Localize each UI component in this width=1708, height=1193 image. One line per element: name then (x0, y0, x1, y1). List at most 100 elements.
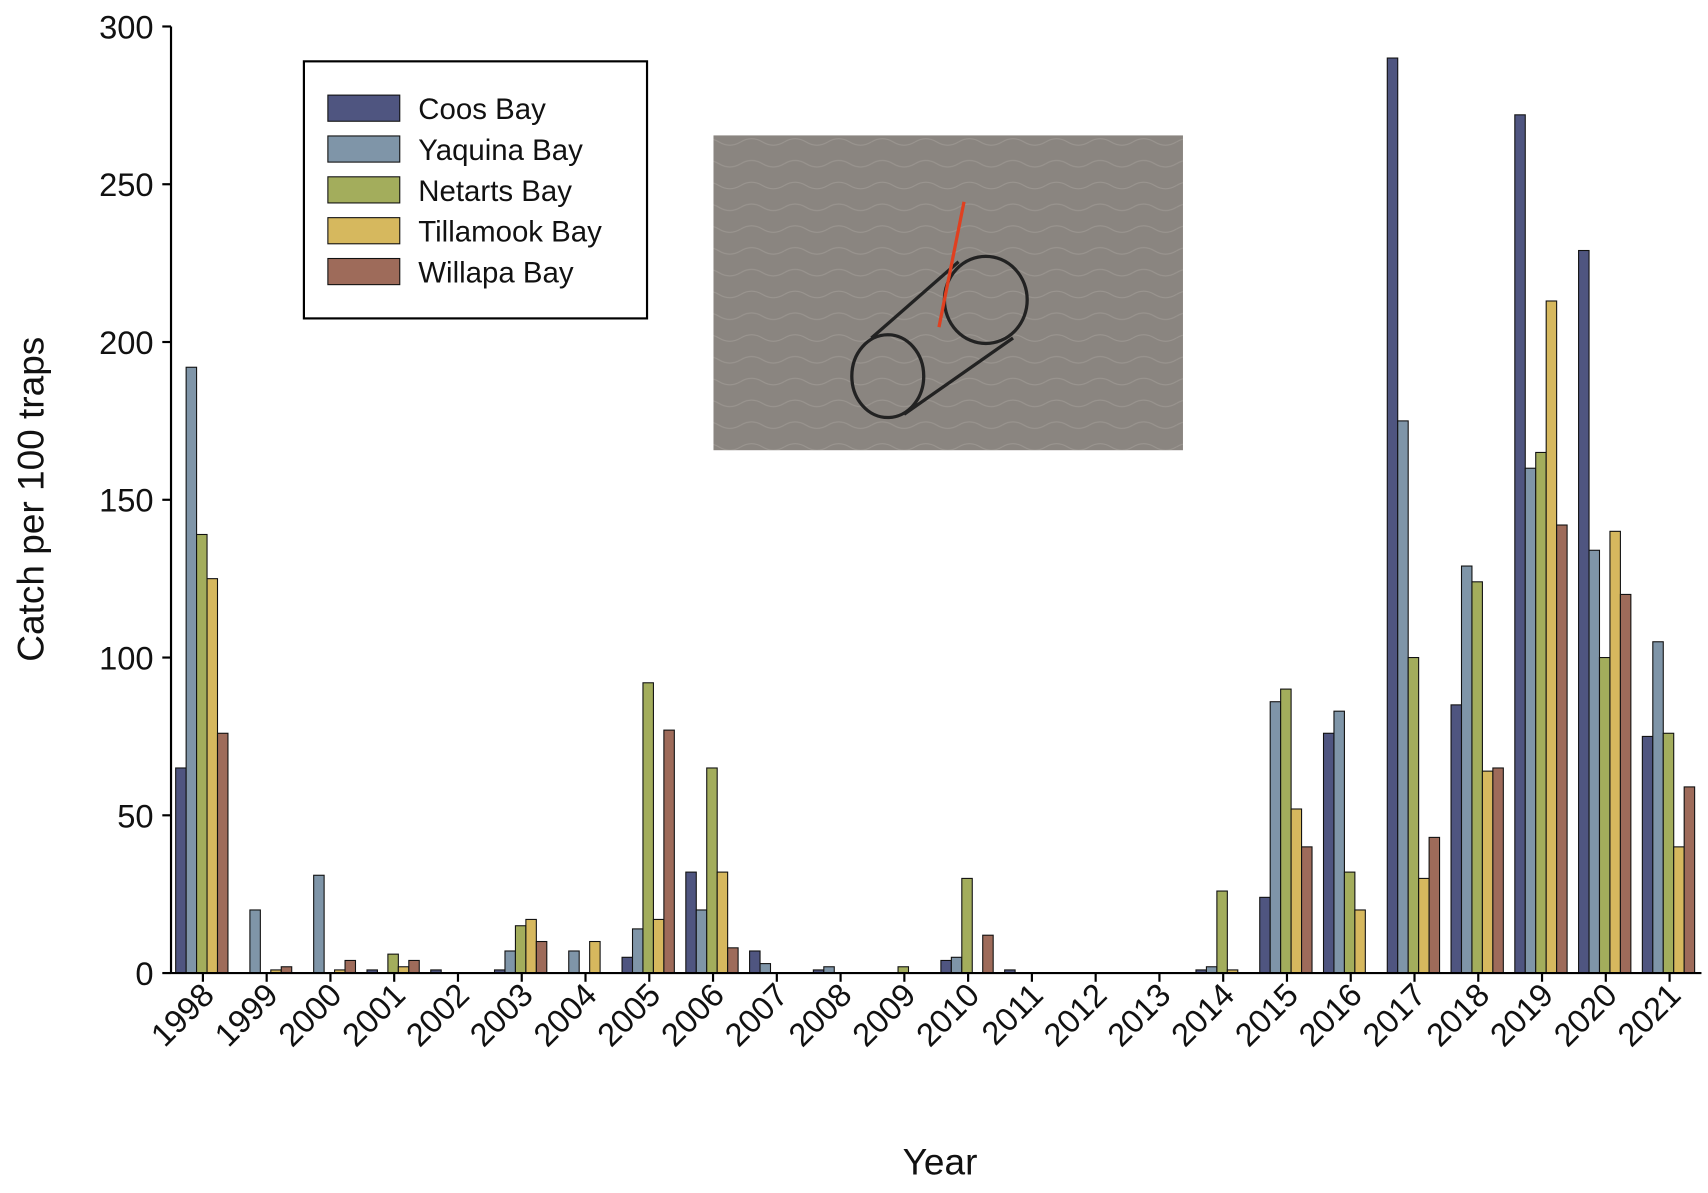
bar (590, 942, 600, 974)
x-tick-label: 2001 (335, 976, 413, 1054)
bar (1217, 891, 1227, 973)
legend-label: Tillamook Bay (418, 216, 602, 249)
bar (176, 768, 186, 973)
bar (197, 534, 207, 973)
bar (633, 929, 643, 973)
bar (962, 878, 972, 973)
bar (1674, 847, 1684, 973)
bar (505, 951, 515, 973)
bar (643, 683, 653, 973)
bar (1260, 897, 1270, 973)
bar (1653, 642, 1663, 973)
legend-swatch (328, 95, 400, 121)
bar (1355, 910, 1365, 973)
bar (696, 910, 706, 973)
x-tick-label: 2018 (1419, 976, 1497, 1054)
bar (345, 960, 355, 973)
bar (1663, 733, 1673, 973)
x-tick-label: 2005 (590, 976, 668, 1054)
bar (250, 910, 260, 973)
bar (1684, 787, 1694, 973)
bar (941, 960, 951, 973)
bar (983, 935, 993, 973)
bar (1334, 711, 1344, 973)
legend-label: Coos Bay (418, 93, 546, 126)
bar (951, 957, 961, 973)
bar (1610, 531, 1620, 973)
bar (1525, 468, 1535, 973)
bar (717, 872, 727, 973)
bar (686, 872, 696, 973)
chart: Year Catch per 100 traps 050100150200250… (0, 0, 1708, 1188)
bar (1579, 251, 1589, 974)
legend-swatch (328, 259, 400, 285)
legend-swatch (328, 218, 400, 244)
x-tick-label: 2013 (1100, 976, 1178, 1054)
bar (207, 579, 217, 973)
x-axis-label: Year (903, 1141, 978, 1183)
bar (1620, 594, 1630, 973)
bar (1302, 847, 1312, 973)
bar (1546, 301, 1556, 973)
bar (515, 926, 525, 973)
bar (760, 964, 770, 973)
y-axis-label: Catch per 100 traps (10, 337, 52, 662)
bar (1451, 705, 1461, 973)
y-tick-label: 150 (99, 482, 153, 519)
y-tick-label: 300 (99, 8, 153, 45)
bar (1536, 452, 1546, 973)
x-tick-label: 1998 (143, 976, 221, 1054)
bar (1270, 702, 1280, 973)
bar (653, 919, 663, 973)
x-tick-label: 2006 (654, 976, 732, 1054)
x-tick-label: 2000 (271, 976, 349, 1054)
legend-label: Netarts Bay (418, 175, 572, 208)
bar (1419, 878, 1429, 973)
bar (526, 919, 536, 973)
bar (569, 951, 579, 973)
bar (664, 730, 674, 973)
x-tick-label: 2014 (1164, 976, 1242, 1054)
y-tick-label: 0 (135, 955, 153, 992)
legend-label: Willapa Bay (418, 256, 574, 289)
x-tick-label: 2010 (909, 976, 987, 1054)
x-tick-label: 2009 (845, 976, 923, 1054)
bar (388, 954, 398, 973)
bar (750, 951, 760, 973)
bar (1557, 525, 1567, 973)
x-tick-label: 2008 (781, 976, 859, 1054)
bar (314, 875, 324, 973)
photo-texture (713, 135, 1182, 450)
x-tick-label: 2015 (1227, 976, 1305, 1054)
x-tick-label: 2011 (974, 976, 1050, 1052)
x-tick-label: 1999 (207, 976, 285, 1054)
bar (622, 957, 632, 973)
x-tick-label: 2004 (526, 976, 604, 1054)
bar (1589, 550, 1599, 973)
x-tick-label: 2020 (1546, 976, 1624, 1054)
y-tick-label: 100 (99, 640, 153, 677)
bar (1291, 809, 1301, 973)
bar (707, 768, 717, 973)
bar (1429, 837, 1439, 973)
bar (1599, 658, 1609, 974)
bar (1398, 421, 1408, 973)
bar (1281, 689, 1291, 973)
x-tick-label: 2007 (717, 976, 795, 1054)
bar (1344, 872, 1354, 973)
bar (217, 733, 227, 973)
bar (1482, 771, 1492, 973)
bar (1515, 115, 1525, 973)
bar (1461, 566, 1471, 973)
bar (728, 948, 738, 973)
x-tick-label: 2016 (1291, 976, 1369, 1054)
y-tick-label: 200 (99, 324, 153, 361)
y-tick-label: 50 (117, 797, 153, 834)
x-tick-label: 2021 (1610, 976, 1688, 1054)
bar (1642, 736, 1652, 973)
bar (186, 367, 196, 973)
bar (1493, 768, 1503, 973)
bar (409, 960, 419, 973)
bar (1472, 582, 1482, 973)
x-tick-label: 2003 (462, 976, 540, 1054)
